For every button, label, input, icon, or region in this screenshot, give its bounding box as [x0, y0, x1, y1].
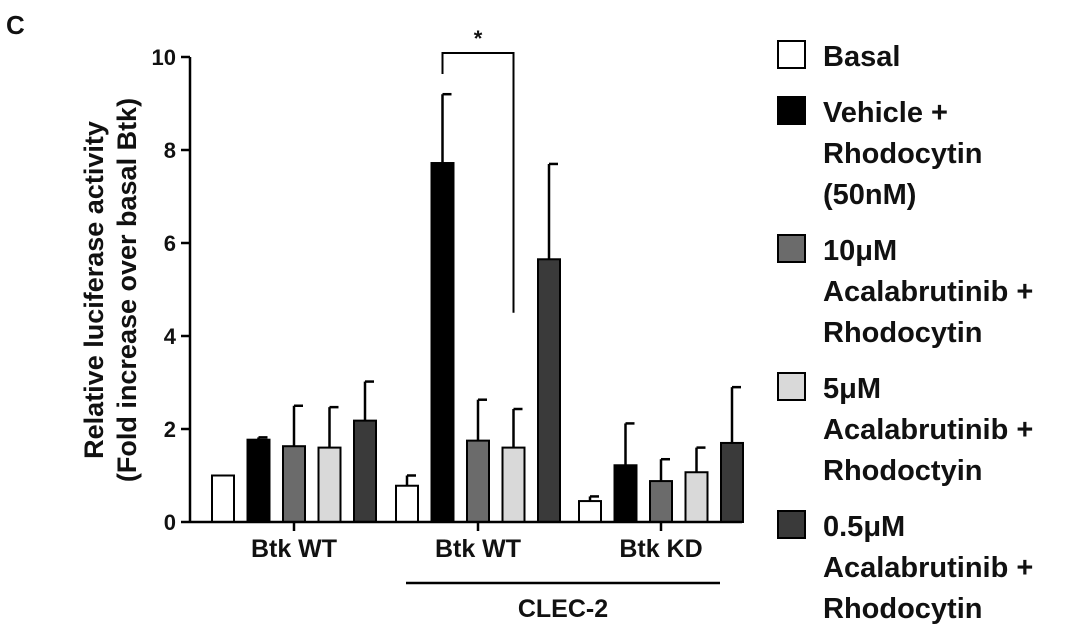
bar [395, 484, 419, 524]
significance-bracket [441, 52, 515, 313]
legend-swatch [777, 372, 806, 401]
legend-label: Vehicle + [823, 97, 948, 129]
y-axis-title: Relative luciferase activity (Fold incre… [79, 98, 142, 482]
annotations: CLEC-2 * [406, 26, 720, 623]
y-axis-title-line1: Relative luciferase activity [79, 121, 109, 459]
y-tick-label: 8 [164, 138, 176, 163]
legend-label: 10μM [823, 235, 897, 267]
panel-label: C [6, 10, 25, 40]
y-tick-label: 10 [152, 45, 176, 70]
significance-marker: * [474, 26, 483, 51]
legend-label: Rhodocytin [823, 138, 983, 170]
bar [578, 500, 602, 524]
legend-swatch [777, 96, 806, 125]
bar [353, 419, 377, 524]
legend-label: Acalabrutinib + [823, 276, 1033, 308]
bar [430, 162, 455, 524]
bar [246, 438, 271, 524]
legend-label: (50nM) [823, 179, 916, 211]
legend-label: 0.5μM [823, 511, 905, 543]
group-bracket-label: CLEC-2 [518, 595, 608, 623]
legend-label: 5μM [823, 373, 881, 405]
legend-label: Rhodocytin [823, 317, 983, 349]
bar [211, 474, 235, 523]
bar [537, 258, 561, 523]
bar [317, 446, 342, 524]
bar [501, 446, 526, 524]
legend-label: Acalabrutinib + [823, 414, 1033, 446]
x-tick-label: Btk WT [251, 535, 337, 563]
y-axis-title-line2: (Fold increase over basal Btk) [112, 98, 142, 482]
y-tick-label: 6 [164, 231, 176, 256]
legend-label: Rhodocytin [823, 593, 983, 625]
legend-swatch [777, 510, 806, 539]
legend-swatch [777, 234, 806, 263]
y-tick-label: 0 [164, 510, 176, 535]
bar [613, 464, 638, 523]
bar [466, 439, 490, 523]
bar [282, 445, 306, 523]
x-axis: Btk WT Btk WT Btk KD [190, 520, 742, 563]
bar [720, 441, 744, 524]
y-axis: 0 2 4 6 8 10 [152, 45, 192, 535]
y-tick-label: 2 [164, 417, 176, 442]
legend-label: Rhodoctyin [823, 455, 983, 487]
bars [211, 92, 744, 524]
x-tick-label: Btk WT [435, 535, 521, 563]
legend-swatch [777, 40, 806, 69]
bar [649, 480, 673, 523]
legend-label: Acalabrutinib + [823, 552, 1033, 584]
y-tick-label: 4 [164, 324, 177, 349]
legend-label: Basal [823, 41, 900, 73]
bar [684, 471, 709, 523]
legend: Basal Vehicle + Rhodocytin (50nM) 10μM Acalab… [777, 40, 1033, 625]
x-tick-label: Btk KD [619, 535, 702, 563]
